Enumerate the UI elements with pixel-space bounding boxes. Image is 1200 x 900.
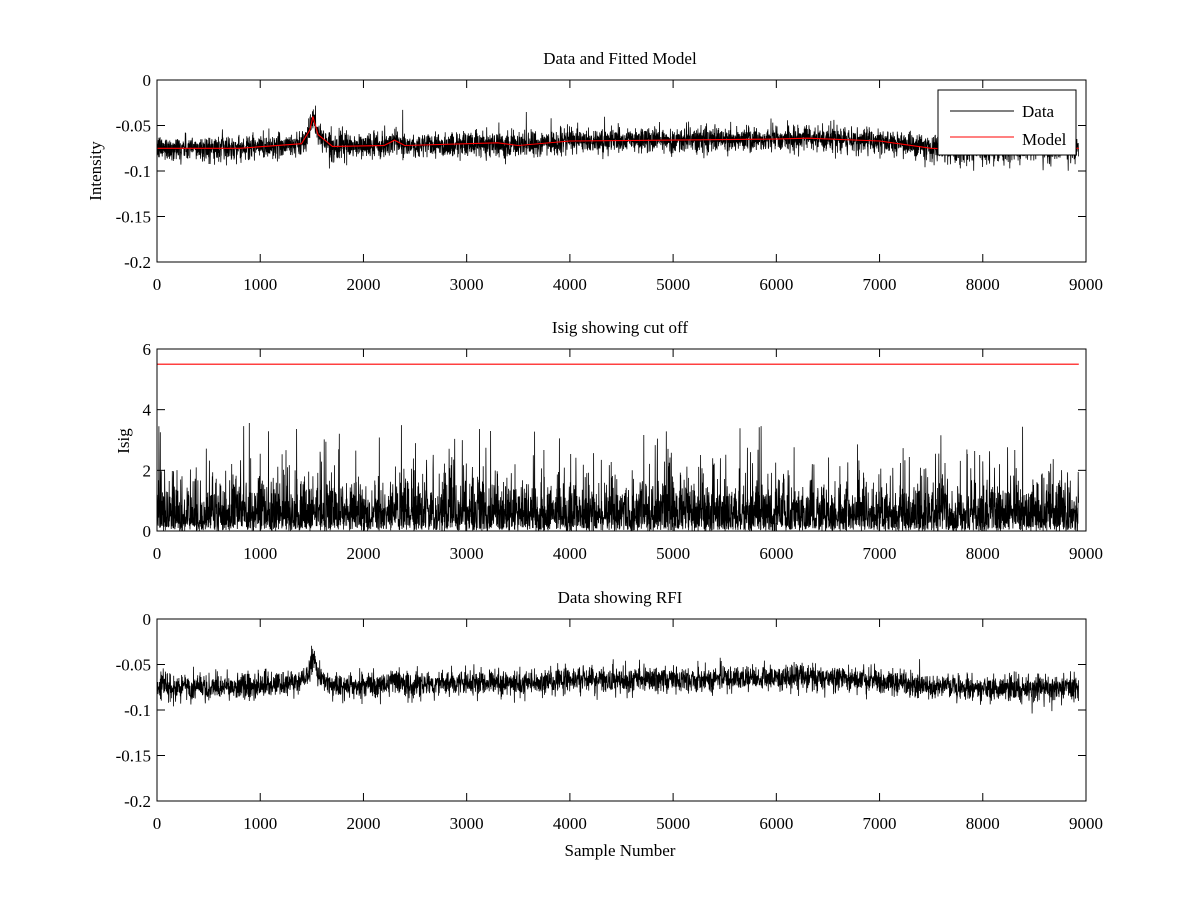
x-tick-label: 4000 [553,544,587,563]
series-layer [157,645,1079,714]
x-tick-label: 7000 [863,275,897,294]
legend-data-label: Data [1022,102,1055,121]
y-tick-label: -0.05 [116,656,151,675]
x-tick-label: 3000 [450,544,484,563]
x-tick-label: 9000 [1069,275,1103,294]
panel-1-title: Data and Fitted Model [543,49,697,68]
panel-2-plot-area: 0 1000 2000 3000 4000 5000 6000 7000 8000 9000 0 2 4… [143,340,1104,563]
x-tick-label: 0 [153,814,162,833]
x-tick-label: 7000 [863,814,897,833]
x-tick-label: 8000 [966,275,1000,294]
panel-3-xlabel: Sample Number [565,841,676,860]
panel-3-plot-area: 0 1000 2000 3000 4000 5000 6000 7000 8000 90000-0… [116,610,1103,833]
x-tick-label: 1000 [243,275,277,294]
panel-2-ylabel: Isig [114,428,133,454]
y-tick-label: 0 [143,522,152,541]
x-tick-label: 6000 [759,814,793,833]
panel-data-fitted-model: Data and Fitted Model Intensity 0 1000 200… [86,49,1103,294]
y-tick-label: 0 [143,71,152,90]
x-tick-label: 4000 [553,814,587,833]
x-tick-label: 7000 [863,544,897,563]
legend-box [937,89,1077,156]
x-tick-label: 1000 [243,544,277,563]
x-tick-label: 2000 [346,275,380,294]
x-tick-label: 6000 [759,544,793,563]
y-tick-label: -0.2 [124,792,151,811]
y-tick-label: 2 [143,461,152,480]
x-tick-label: 5000 [656,275,690,294]
x-tick-label: 8000 [966,814,1000,833]
x-tick-label: 5000 [656,814,690,833]
x-tick-label: 2000 [346,544,380,563]
x-tick-label: 9000 [1069,544,1103,563]
y-tick-label: -0.2 [124,253,151,272]
x-tick-label: 2000 [346,814,380,833]
x-tick-label: 1000 [243,814,277,833]
y-tick-label: 6 [143,340,152,359]
panel-1-plot-area: 0 1000 2000 3000 4000 5000 6000 7000 8000 90000-0… [116,71,1103,294]
legend-model-label: Model [1022,130,1067,149]
panel-1-data-line [157,105,1079,171]
y-tick-label: 0 [143,610,152,629]
panel-1-legend: Data Model [937,89,1077,156]
y-tick-label: -0.15 [116,747,151,766]
x-tick-label: 3000 [450,275,484,294]
x-tick-label: 8000 [966,544,1000,563]
panel-1-ylabel: Intensity [86,141,105,201]
series-layer [157,363,1079,531]
y-tick-label: -0.1 [124,701,151,720]
panel-2-title: Isig showing cut off [552,318,688,337]
panel-1-model-line [157,116,1079,151]
panel-3-signal-line [157,645,1079,714]
y-tick-label: -0.15 [116,208,151,227]
x-tick-label: 3000 [450,814,484,833]
panel-data-rfi: Data showing RFI Sample Number 0 1000 2000… [116,588,1103,860]
y-tick-label: 4 [143,401,152,420]
panel-isig-cutoff: Isig showing cut off Isig 0 1000 2000 3000 4… [114,318,1103,563]
y-tick-label: -0.05 [116,117,151,136]
y-tick-label: -0.1 [124,162,151,181]
x-tick-label: 5000 [656,544,690,563]
x-tick-label: 6000 [759,275,793,294]
x-tick-label: 0 [153,275,162,294]
x-tick-label: 9000 [1069,814,1103,833]
panel-2-signal-line [157,422,1079,531]
panel-3-title: Data showing RFI [558,588,683,607]
series-layer [157,105,1079,171]
panel-2-axes-box [156,348,1087,532]
x-tick-label: 4000 [553,275,587,294]
x-tick-label: 0 [153,544,162,563]
